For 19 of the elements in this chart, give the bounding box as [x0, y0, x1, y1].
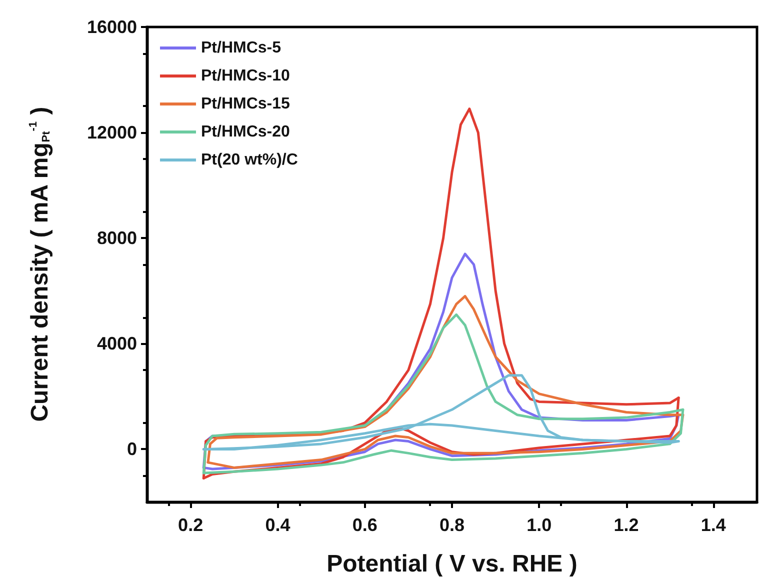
y-tick-label: 8000: [96, 228, 137, 248]
x-tick-label: 1.2: [614, 515, 639, 535]
x-tick-label: 1.4: [700, 515, 726, 535]
x-tick-label: 0.2: [178, 515, 204, 535]
x-tick-label: 0.8: [439, 515, 465, 535]
x-axis-title: Potential ( V vs. RHE ): [326, 550, 578, 578]
y-axis-title: Current density ( mA mgPt-1 ): [26, 106, 54, 422]
x-tick-label: 0.4: [265, 515, 290, 535]
legend-label: Pt/HMCs-10: [201, 68, 290, 84]
y-tick-label: 12000: [86, 122, 137, 143]
y-tick-label: 4000: [96, 334, 137, 354]
x-tick-label: 1.0: [526, 515, 552, 535]
y-tick-label: 16000: [86, 17, 137, 37]
legend-label: Pt/HMCs-20: [201, 124, 290, 140]
legend-label: Pt/HMCs-15: [201, 96, 290, 112]
y-tick-label: 0: [126, 439, 137, 460]
legend-label: Pt(20 wt%)/C: [201, 152, 298, 168]
legend-label: Pt/HMCs-5: [201, 40, 282, 56]
x-tick-label: 0.6: [352, 515, 378, 535]
